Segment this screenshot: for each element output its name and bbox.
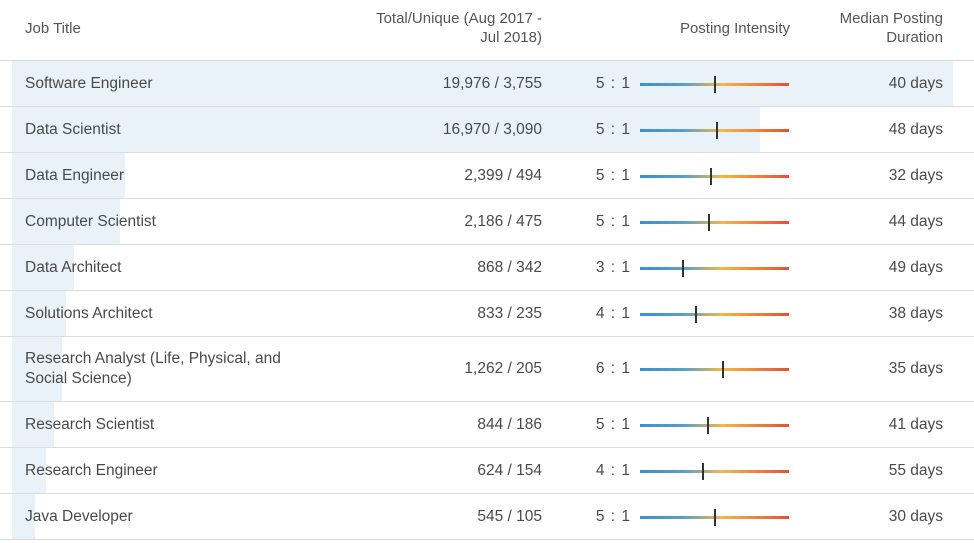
volume-bar: [12, 337, 62, 401]
table-row[interactable]: Solutions Architect 833 / 235 4 : 1 38 days: [0, 291, 974, 337]
column-header-median-duration[interactable]: Median Posting Duration: [800, 9, 943, 47]
column-header-total-unique-line2: Jul 2018): [480, 29, 542, 46]
column-header-total-unique-line1: Total/Unique (Aug 2017 -: [376, 10, 542, 27]
total-unique-cell: 844 / 186: [477, 415, 542, 433]
intensity-ratio-label: 5 : 1: [595, 74, 631, 92]
intensity-marker: [695, 305, 697, 323]
job-title-cell: Research Engineer: [25, 461, 158, 479]
intensity-ratio-label: 4 : 1: [595, 461, 631, 479]
intensity-marker: [714, 75, 716, 93]
job-title-cell: Data Architect: [25, 258, 122, 276]
median-duration-cell: 30 days: [888, 507, 943, 525]
table-row[interactable]: Research Analyst (Life, Physical, and So…: [0, 337, 974, 402]
table-row[interactable]: Research Engineer 624 / 154 4 : 1 55 days: [0, 448, 974, 494]
median-duration-cell: 48 days: [888, 120, 943, 138]
median-duration-cell: 55 days: [888, 461, 943, 479]
table-row[interactable]: Data Scientist 16,970 / 3,090 5 : 1 48 days: [0, 107, 974, 153]
volume-bar: [12, 494, 35, 539]
volume-bar: [12, 402, 54, 447]
intensity-marker: [710, 167, 712, 185]
job-title-cell: Data Engineer: [25, 166, 125, 184]
volume-bar: [12, 199, 120, 244]
job-title-cell: Java Developer: [25, 507, 133, 525]
intensity-marker: [714, 508, 716, 526]
median-duration-cell: 40 days: [888, 74, 943, 92]
table-row[interactable]: Java Developer 545 / 105 5 : 1 30 days: [0, 494, 974, 540]
total-unique-cell: 16,970 / 3,090: [442, 120, 542, 138]
table-row[interactable]: Data Architect 868 / 342 3 : 1 49 days: [0, 245, 974, 291]
intensity-marker: [702, 462, 704, 480]
intensity-marker: [682, 259, 684, 277]
table-row[interactable]: Data Engineer 2,399 / 494 5 : 1 32 days: [0, 153, 974, 199]
intensity-marker: [716, 121, 718, 139]
column-header-posting-intensity[interactable]: Posting Intensity: [679, 20, 790, 37]
intensity-ratio-label: 4 : 1: [595, 304, 631, 322]
median-duration-cell: 44 days: [888, 212, 943, 230]
intensity-gradient-bar: [640, 174, 789, 178]
intensity-ratio-label: 5 : 1: [595, 166, 631, 184]
volume-bar: [12, 448, 46, 493]
intensity-gradient-bar: [640, 469, 789, 473]
intensity-ratio-label: 5 : 1: [595, 212, 631, 230]
total-unique-cell: 624 / 154: [477, 461, 542, 479]
volume-bar: [12, 107, 760, 152]
job-title-cell: Solutions Architect: [25, 304, 153, 322]
total-unique-cell: 1,262 / 205: [464, 360, 542, 377]
intensity-gradient-bar: [640, 423, 789, 427]
volume-bar: [12, 245, 74, 290]
intensity-marker: [722, 361, 724, 378]
volume-bar: [12, 291, 66, 336]
intensity-ratio-label: 5 : 1: [595, 120, 631, 138]
median-duration-cell: 41 days: [888, 415, 943, 433]
intensity-ratio-label: 5 : 1: [595, 507, 631, 525]
job-title-cell: Software Engineer: [25, 74, 153, 92]
total-unique-cell: 2,399 / 494: [464, 166, 542, 184]
table-header: Job Title Total/Unique (Aug 2017 - Jul 2…: [0, 0, 974, 61]
total-unique-cell: 19,976 / 3,755: [442, 74, 542, 92]
median-duration-cell: 38 days: [888, 304, 943, 322]
intensity-marker: [707, 416, 709, 434]
intensity-ratio-label: 6 : 1: [595, 360, 631, 377]
job-title-cell: Research Analyst (Life, Physical, and So…: [25, 350, 281, 387]
total-unique-cell: 868 / 342: [477, 258, 542, 276]
volume-bar: [12, 61, 953, 106]
median-duration-cell: 32 days: [888, 166, 943, 184]
intensity-marker: [708, 213, 710, 231]
table-row[interactable]: Research Scientist 844 / 186 5 : 1 41 days: [0, 402, 974, 448]
intensity-gradient-bar: [640, 266, 789, 270]
intensity-gradient-bar: [640, 368, 789, 371]
job-title-cell: Data Scientist: [25, 120, 121, 138]
intensity-gradient-bar: [640, 220, 789, 224]
volume-bar: [12, 153, 125, 198]
column-header-median-duration-line1: Median Posting: [839, 10, 943, 27]
intensity-gradient-bar: [640, 128, 789, 132]
column-header-median-duration-line2: Duration: [886, 29, 943, 46]
job-title-cell: Research Scientist: [25, 415, 155, 433]
median-duration-cell: 35 days: [888, 360, 943, 377]
table-row[interactable]: Computer Scientist 2,186 / 475 5 : 1 44 day…: [0, 199, 974, 245]
column-header-total-unique[interactable]: Total/Unique (Aug 2017 - Jul 2018): [340, 9, 542, 47]
total-unique-cell: 833 / 235: [477, 304, 542, 322]
intensity-gradient-bar: [640, 312, 789, 316]
job-title-cell: Computer Scientist: [25, 212, 156, 230]
table-body: Software Engineer 19,976 / 3,755 5 : 1 40 d…: [0, 61, 974, 540]
intensity-ratio-label: 3 : 1: [595, 258, 631, 276]
column-header-job-title[interactable]: Job Title: [25, 20, 81, 37]
total-unique-cell: 545 / 105: [477, 507, 542, 525]
intensity-ratio-label: 5 : 1: [595, 415, 631, 433]
median-duration-cell: 49 days: [888, 258, 943, 276]
total-unique-cell: 2,186 / 475: [464, 212, 542, 230]
table-row[interactable]: Software Engineer 19,976 / 3,755 5 : 1 40 d…: [0, 61, 974, 107]
